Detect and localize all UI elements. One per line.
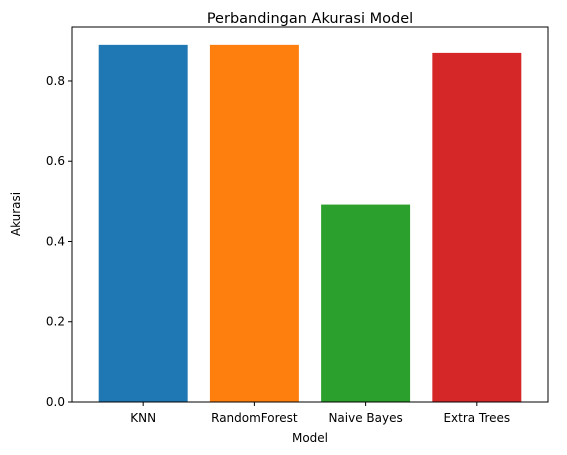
x-tick-label: RandomForest (211, 411, 298, 425)
x-tick-label: Naive Bayes (328, 411, 402, 425)
y-tick-label: 0.6 (46, 154, 65, 168)
y-tick-label: 0.4 (46, 234, 65, 248)
y-tick-label: 0.0 (46, 395, 65, 409)
bar-extra-trees (432, 52, 522, 403)
x-tick-label: Extra Trees (443, 411, 510, 425)
plot-frame (71, 26, 549, 403)
y-axis-label: Akurasi (9, 192, 23, 236)
bar-randomforest (209, 44, 299, 402)
y-tick-label: 0.2 (46, 315, 65, 329)
bar-knn (98, 44, 188, 402)
chart-title: Perbandingan Akurasi Model (207, 11, 413, 27)
x-axis-label: Model (292, 431, 328, 445)
x-tick-label: KNN (130, 411, 156, 425)
y-tick-label: 0.8 (46, 74, 65, 88)
bar-naive-bayes (321, 204, 411, 402)
